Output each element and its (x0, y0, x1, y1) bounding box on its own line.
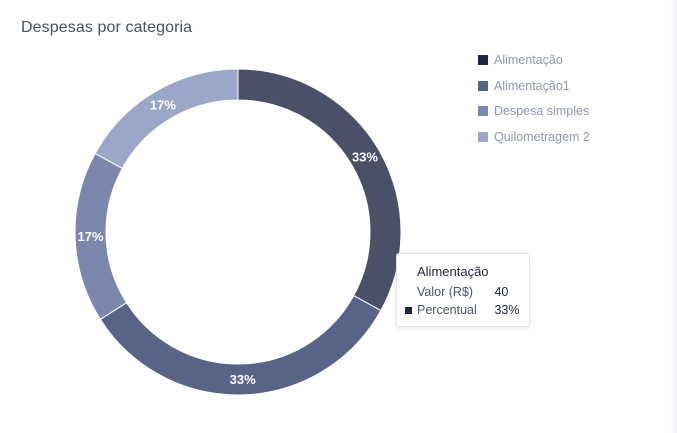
legend-item-despesa-simples[interactable]: Despesa simples (478, 103, 590, 119)
legend-item-alimentacao[interactable]: Alimentação (478, 52, 590, 68)
tooltip-title: Alimentação (417, 264, 489, 279)
tooltip-series-marker (405, 307, 412, 314)
chart-title: Despesas por categoria (21, 19, 193, 36)
legend-swatch (478, 55, 488, 65)
donut-data-label: 33% (230, 372, 256, 387)
legend-swatch (478, 80, 488, 91)
legend-label: Quilometragem 2 (494, 129, 590, 144)
tooltip-row-percent: Percentual 33% (417, 303, 520, 317)
chart-tooltip: Alimentação Valor (R$) 40 Percentual 33% (396, 253, 530, 327)
legend-item-alimentacao1[interactable]: Alimentação1 (478, 78, 590, 94)
legend-label: Despesa simples (494, 104, 590, 118)
donut-slice-quilometragem-2[interactable] (94, 68, 239, 170)
legend-label: Alimentação1 (494, 78, 570, 93)
chart-legend: Alimentação Alimentação1 Despesa simples Qu… (478, 52, 590, 154)
card-edge (671, 0, 677, 433)
legend-label: Alimentação (494, 53, 563, 67)
tooltip-value-label: Valor (R$) (417, 285, 474, 299)
tooltip-value: 40 (494, 285, 509, 299)
tooltip-row-value: Valor (R$) 40 (417, 285, 508, 299)
donut-slice-alimentacao[interactable] (237, 68, 402, 312)
legend-swatch (478, 106, 488, 116)
tooltip-percent-label: Percentual (417, 303, 477, 317)
legend-swatch (478, 131, 488, 142)
donut-data-label: 17% (78, 229, 104, 244)
donut-data-label: 17% (150, 98, 176, 113)
legend-item-quilometragem-2[interactable]: Quilometragem 2 (478, 129, 590, 145)
donut-data-label: 33% (352, 149, 378, 164)
tooltip-percent: 33% (494, 303, 520, 317)
